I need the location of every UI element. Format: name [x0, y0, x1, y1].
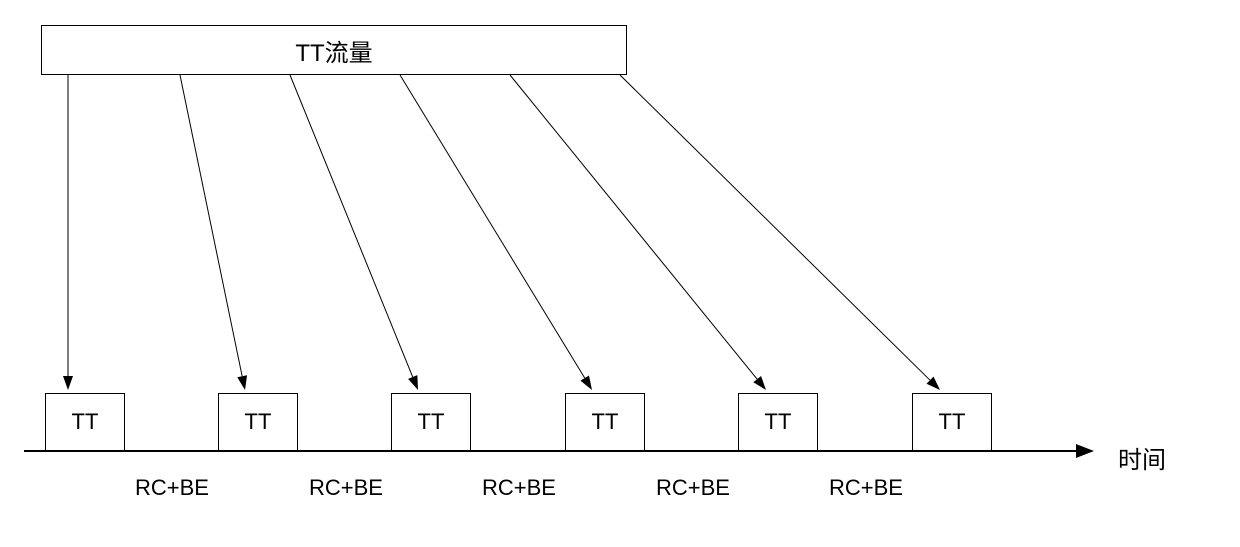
arrow-line: [180, 75, 242, 376]
tt-box: TT: [391, 393, 471, 451]
tt-box-label: TT: [72, 409, 99, 435]
rcbe-label: RC+BE: [135, 475, 209, 501]
time-axis-arrowhead: [1076, 444, 1094, 458]
time-axis-line: [24, 450, 1076, 452]
tt-box-label: TT: [418, 409, 445, 435]
tt-box: TT: [45, 393, 125, 451]
arrow-head: [408, 375, 418, 390]
tt-box: TT: [738, 393, 818, 451]
arrow-head: [753, 376, 766, 390]
time-axis-label: 时间: [1118, 440, 1166, 475]
tt-box: TT: [912, 393, 992, 451]
tt-box: TT: [565, 393, 645, 451]
arrows-svg: [0, 0, 1240, 547]
arrow-head: [927, 377, 940, 390]
traffic-source-box: TT流量: [41, 25, 627, 75]
traffic-source-label: TT流量: [295, 33, 372, 68]
rcbe-label: RC+BE: [309, 475, 383, 501]
arrow-line: [290, 75, 413, 377]
tt-box: TT: [218, 393, 298, 451]
arrow-head: [63, 376, 73, 390]
arrow-line: [510, 75, 757, 379]
rcbe-label: RC+BE: [482, 475, 556, 501]
arrow-line: [400, 75, 585, 378]
arrow-head: [580, 375, 592, 390]
tt-box-label: TT: [939, 409, 966, 435]
rcbe-label: RC+BE: [656, 475, 730, 501]
arrow-line: [620, 75, 930, 380]
tt-box-label: TT: [245, 409, 272, 435]
rcbe-label: RC+BE: [829, 475, 903, 501]
tt-box-label: TT: [765, 409, 792, 435]
tt-box-label: TT: [592, 409, 619, 435]
arrow-head: [237, 375, 247, 390]
